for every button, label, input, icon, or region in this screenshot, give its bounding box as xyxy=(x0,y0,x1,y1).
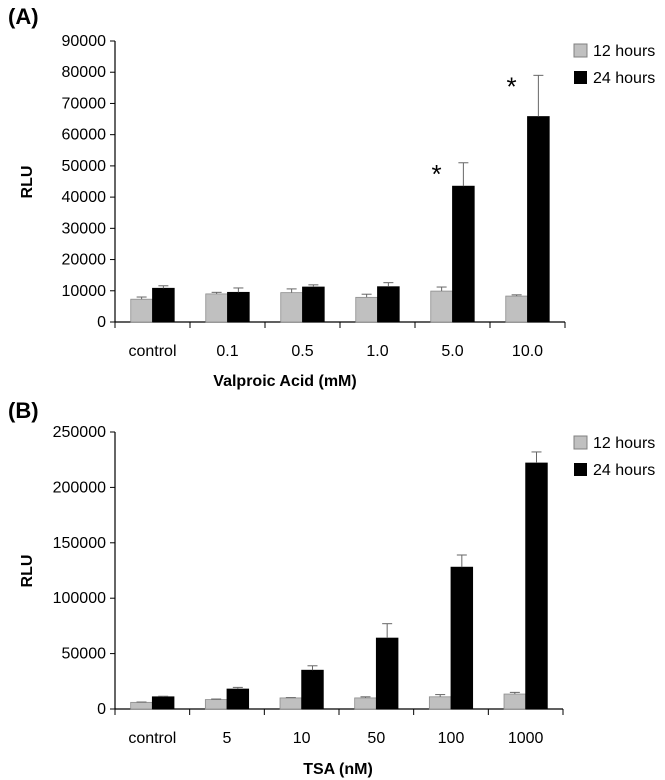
panel-b-y-tick-label: 50000 xyxy=(62,646,107,663)
panel-b-y-axis-title: RLU xyxy=(19,555,36,588)
panel-b-bar-24h xyxy=(301,669,324,710)
panel-a-y-tick-label: 0 xyxy=(97,314,106,331)
panel-a-y-axis-title: RLU xyxy=(19,166,36,199)
panel-b-legend: 12 hours 24 hours xyxy=(573,435,655,479)
panel-b-bar-24h xyxy=(226,688,250,710)
panel-a-legend: 12 hours 24 hours xyxy=(573,43,655,87)
panel-a-y-tick-label: 60000 xyxy=(62,127,107,144)
panel-b-x-tick-label: 10 xyxy=(293,730,311,747)
panel-a-plot: 0 10000 20000 30000 40000 50000 60000 70000 8000… xyxy=(62,33,566,360)
panel-b-bar-24h xyxy=(450,566,474,710)
panel-b-bar-12h xyxy=(279,697,303,710)
panel-a-bar-12h xyxy=(130,298,153,323)
panel-b-x-tick-label: 50 xyxy=(367,730,385,747)
panel-b-y-tick-label: 150000 xyxy=(53,535,106,552)
panel-b-y-tick-label: 100000 xyxy=(53,590,106,607)
panel-a-bar-24h xyxy=(227,291,250,323)
panel-a-bar-12h xyxy=(505,295,528,323)
panel-b-bar-12h xyxy=(503,693,527,710)
panel-a-y-tick-label: 30000 xyxy=(62,220,107,237)
panel-b-bar-12h xyxy=(428,696,452,710)
panel-a-x-axis-title: Valproic Acid (mM) xyxy=(213,373,356,390)
panel-a-y-tick-label: 90000 xyxy=(62,33,107,50)
panel-a-x-tick-label: 1.0 xyxy=(366,343,388,360)
panel-b-y-tick-label: 250000 xyxy=(53,424,106,441)
panel-a-x-tick-label: 10.0 xyxy=(512,343,543,360)
panel-a-y-tick-label: 40000 xyxy=(62,189,107,206)
panel-b-bar-24h xyxy=(151,696,175,710)
panel-a-x-tick-label: 0.5 xyxy=(291,343,313,360)
panel-a-y-tick-label: 10000 xyxy=(62,283,107,300)
panel-a-x-tick-label: 0.1 xyxy=(216,343,238,360)
panel-a-y-tick-label: 50000 xyxy=(62,158,107,175)
panel-b-x-tick-label: control xyxy=(128,730,176,747)
panel-b-bar-24h xyxy=(525,462,548,710)
panel-a-y-tick-label: 80000 xyxy=(62,64,107,81)
panel-a-significance-marker: * xyxy=(431,159,441,189)
panel-a-significance-marker: * xyxy=(506,71,516,101)
panel-a-bar-12h xyxy=(205,293,228,323)
panel-a-x-tick-label: 5.0 xyxy=(441,343,463,360)
panel-b-x-axis-title: TSA (nM) xyxy=(303,761,373,778)
panel-a-legend-swatch-24h xyxy=(574,71,587,84)
panel-b-x-tick-label: 5 xyxy=(223,730,232,747)
panel-b-x-tick-label: 1000 xyxy=(508,730,544,747)
panel-b-legend-label-24h: 24 hours xyxy=(593,462,655,479)
panel-b-bar-24h xyxy=(375,637,399,710)
panel-a-bar-24h xyxy=(527,116,550,323)
panel-b-bar-12h xyxy=(354,697,377,710)
panel-b-bar-12h xyxy=(204,699,228,710)
panel-a-y-tick-label: 20000 xyxy=(62,252,107,269)
panel-a-legend-swatch-12h xyxy=(573,43,588,58)
panel-a-legend-label-12h: 12 hours xyxy=(593,43,655,60)
panel-b-y-tick-label: 0 xyxy=(97,701,106,718)
panel-a-bar-12h xyxy=(430,290,453,323)
panel-a-bar-12h xyxy=(355,296,378,323)
panel-b-legend-label-12h: 12 hours xyxy=(593,435,655,452)
panel-a-bar-24h xyxy=(302,286,325,323)
panel-a-bar-24h xyxy=(452,185,475,323)
panel-a-bar-24h xyxy=(152,287,175,323)
panel-b-label: (B) xyxy=(8,398,39,423)
panel-b-plot: 0 50000 100000 150000 200000 250000 control 5 10… xyxy=(53,424,564,747)
panel-a-bar-12h xyxy=(280,292,303,323)
panel-b-legend-swatch-24h xyxy=(574,463,587,476)
panel-a-x-tick-label: control xyxy=(128,343,176,360)
panel-b-bar-12h xyxy=(130,701,153,710)
panel-a-legend-label-24h: 24 hours xyxy=(593,70,655,87)
panel-a-label: (A) xyxy=(8,4,39,29)
panel-b-legend-swatch-12h xyxy=(573,435,588,450)
panel-a-bar-24h xyxy=(377,286,400,323)
panel-a-y-tick-label: 70000 xyxy=(62,95,107,112)
panel-b-x-tick-label: 100 xyxy=(438,730,465,747)
panel-b-y-tick-label: 200000 xyxy=(53,479,106,496)
